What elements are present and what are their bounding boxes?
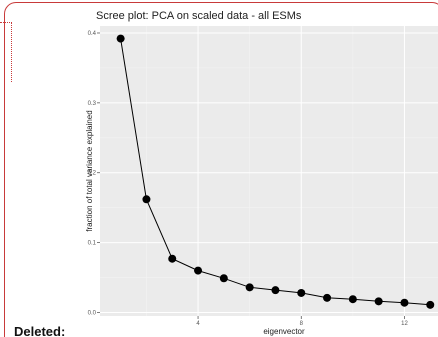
x-axis-label: eigenvector <box>263 327 305 336</box>
y-tick-label: 0.2 <box>88 171 97 177</box>
data-point <box>348 295 357 304</box>
x-tick-label: 12 <box>401 321 408 327</box>
data-point <box>116 34 125 43</box>
y-tick-label: 0.3 <box>88 101 97 107</box>
y-tick-label: 0.1 <box>88 241 97 247</box>
data-point <box>271 286 280 295</box>
y-axis-label: fraction of total variance explained <box>85 110 94 231</box>
chart-title: Scree plot: PCA on scaled data - all ESM… <box>96 10 302 22</box>
axis-ticks: 0.0 0.1 0.2 0.3 0.4 4 8 12 <box>88 31 409 327</box>
data-point <box>297 288 306 297</box>
data-point <box>426 300 435 309</box>
data-point <box>168 254 177 263</box>
data-point <box>245 283 254 292</box>
comment-balloon[interactable] <box>4 2 438 337</box>
plot-panel <box>100 26 438 316</box>
x-tick-label: 4 <box>196 321 200 327</box>
deleted-revision-label: Deleted: <box>14 324 66 337</box>
y-tick-label: 0.0 <box>88 311 97 317</box>
data-point <box>374 297 383 306</box>
data-point <box>323 293 332 302</box>
data-point <box>219 274 228 283</box>
data-point <box>142 195 151 204</box>
data-point <box>194 266 203 275</box>
comment-connector-line <box>0 22 12 82</box>
data-point <box>400 298 409 307</box>
data-series <box>116 34 435 309</box>
x-tick-label: 8 <box>300 321 304 327</box>
y-tick-label: 0.4 <box>88 31 97 37</box>
gridlines <box>100 26 438 316</box>
